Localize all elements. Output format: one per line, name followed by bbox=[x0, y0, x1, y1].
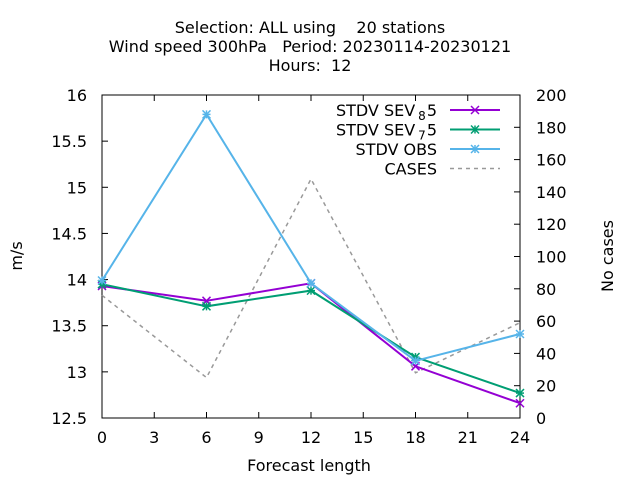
x-tick-label: 24 bbox=[510, 428, 530, 447]
y2-tick-label: 20 bbox=[536, 377, 556, 396]
y-tick-label: 14.5 bbox=[51, 224, 87, 243]
x-tick-label: 15 bbox=[353, 428, 373, 447]
series-line bbox=[101, 177, 521, 379]
legend-label: STDV SEV 85 bbox=[336, 101, 437, 123]
x-tick-label: 3 bbox=[149, 428, 159, 447]
data-point bbox=[410, 356, 421, 366]
y2-tick-label: 120 bbox=[536, 215, 567, 234]
y-tick-label: 13.5 bbox=[51, 317, 87, 336]
x-axis-label: Forecast length bbox=[247, 456, 371, 475]
data-point bbox=[515, 398, 525, 408]
data-point bbox=[201, 301, 212, 311]
y2-axis: 0 20 40 60 80 100 120 140 160 180 200 bbox=[514, 86, 567, 428]
y-axis-label: m/s bbox=[7, 241, 26, 270]
series-line bbox=[101, 283, 521, 395]
data-point bbox=[201, 109, 212, 119]
y-tick-label: 13 bbox=[67, 363, 87, 382]
x-tick-label: 12 bbox=[301, 428, 321, 447]
y2-tick-label: 80 bbox=[536, 280, 556, 299]
y-tick-label: 15 bbox=[67, 178, 87, 197]
y-tick-label: 16 bbox=[67, 86, 87, 105]
x-tick-label: 9 bbox=[254, 428, 264, 447]
legend-label: STDV OBS bbox=[356, 140, 437, 159]
series-line bbox=[101, 112, 521, 362]
x-tick-label: 0 bbox=[97, 428, 107, 447]
title-line: Selection: ALL using 20 stations bbox=[175, 18, 445, 37]
y2-axis-label: No cases bbox=[598, 220, 617, 292]
y2-tick-label: 140 bbox=[536, 183, 567, 202]
y2-tick-label: 160 bbox=[536, 151, 567, 170]
x-tick-label: 18 bbox=[405, 428, 425, 447]
y-tick-label: 14 bbox=[67, 271, 87, 290]
data-point bbox=[470, 105, 480, 115]
y2-tick-label: 180 bbox=[536, 118, 567, 137]
data-point bbox=[306, 286, 316, 296]
data-point bbox=[470, 144, 480, 154]
plot-frame bbox=[101, 94, 521, 419]
legend-label: CASES bbox=[384, 160, 437, 179]
x-tick-label: 6 bbox=[201, 428, 211, 447]
y-tick-label: 12.5 bbox=[51, 409, 87, 428]
x-axis: 0 3 6 9 12 15 18 21 24 bbox=[97, 95, 530, 447]
y2-tick-label: 100 bbox=[536, 248, 567, 267]
data-point bbox=[515, 329, 525, 339]
data-point bbox=[306, 278, 316, 288]
y2-tick-label: 0 bbox=[536, 409, 546, 428]
series-layer bbox=[97, 109, 525, 408]
y2-tick-label: 60 bbox=[536, 312, 556, 331]
title-line: Hours: 12 bbox=[269, 56, 352, 75]
data-point bbox=[515, 388, 525, 398]
y2-tick-label: 40 bbox=[536, 344, 556, 363]
series-line bbox=[101, 282, 521, 405]
legend-label: STDV SEV 75 bbox=[336, 121, 437, 143]
x-tick-label: 21 bbox=[458, 428, 478, 447]
y2-tick-label: 200 bbox=[536, 86, 567, 105]
data-point bbox=[470, 124, 480, 135]
y-tick-label: 15.5 bbox=[51, 132, 87, 151]
y-axis: 12.5 13 13.5 14 14.5 15 15.5 16 bbox=[51, 86, 108, 428]
title-line: Wind speed 300hPa Period: 20230114-20230… bbox=[109, 37, 511, 56]
data-point bbox=[97, 275, 107, 286]
